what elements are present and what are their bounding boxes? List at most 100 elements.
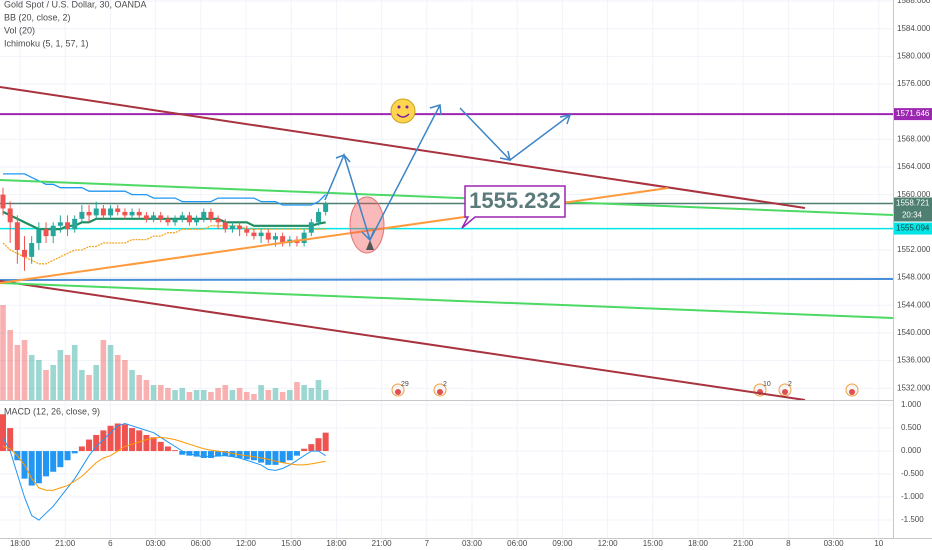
y-tick-label: 1560.000 bbox=[897, 190, 931, 199]
macd-histogram-bar bbox=[322, 432, 329, 452]
arrow-marker bbox=[366, 240, 374, 250]
candle-body bbox=[22, 249, 28, 257]
y-tick-label: 0.500 bbox=[901, 423, 922, 432]
price-axis bbox=[893, 0, 932, 550]
x-tick-label: 21:00 bbox=[372, 539, 393, 548]
candle-body bbox=[251, 232, 257, 237]
macd-histogram-bar bbox=[107, 425, 114, 452]
volume-bar bbox=[57, 350, 64, 400]
x-tick-label: 18:00 bbox=[10, 539, 31, 548]
candle-body bbox=[272, 236, 278, 240]
smiley-eye bbox=[397, 105, 401, 109]
volume-bar bbox=[122, 360, 128, 400]
y-tick-label: -0.500 bbox=[901, 469, 924, 478]
candle-body bbox=[222, 222, 228, 230]
volume-bar bbox=[251, 394, 257, 400]
macd-histogram-bar bbox=[57, 451, 64, 468]
price-label: 1571.646 bbox=[896, 109, 930, 118]
macd-histogram-bar bbox=[164, 446, 171, 452]
y-tick-label: 1.000 bbox=[901, 400, 922, 409]
volume-bar bbox=[301, 385, 307, 400]
candle-body bbox=[301, 232, 307, 244]
macd-histogram-bar bbox=[78, 446, 85, 452]
volume-bar bbox=[215, 388, 221, 400]
candle-body bbox=[0, 194, 6, 209]
bb-basis bbox=[2, 210, 326, 231]
highlight-ellipse bbox=[349, 196, 385, 254]
candle-body bbox=[215, 218, 221, 223]
candle-body bbox=[7, 208, 13, 223]
price-label-bg bbox=[894, 222, 932, 235]
price-label: 1558.721 bbox=[896, 199, 930, 208]
x-tick-label: 21:00 bbox=[733, 539, 754, 548]
y-tick-label: -1.500 bbox=[901, 515, 924, 524]
macd-histogram-bar bbox=[179, 451, 186, 455]
candle-body bbox=[65, 222, 71, 230]
volume-bar bbox=[28, 355, 35, 400]
indicator-label: BB (20, close, 2) bbox=[4, 12, 71, 22]
x-tick-label: 03:00 bbox=[824, 539, 845, 548]
smiley-eye bbox=[405, 105, 409, 109]
event-count: 29 bbox=[401, 381, 409, 388]
volume-bar bbox=[193, 390, 200, 400]
x-tick-label: 6 bbox=[108, 539, 113, 548]
macd-histogram-bar bbox=[64, 451, 71, 461]
macd-histogram-bar bbox=[35, 451, 42, 484]
volume-bar bbox=[186, 392, 193, 400]
macd-histogram-bar bbox=[43, 451, 50, 477]
volume-bar bbox=[322, 390, 329, 400]
candle-body bbox=[179, 215, 185, 219]
volume-bar bbox=[308, 388, 315, 400]
volume-bar bbox=[136, 375, 143, 400]
volume-bar bbox=[243, 392, 250, 400]
candle-body bbox=[237, 225, 243, 230]
x-tick-label: 09:00 bbox=[552, 539, 573, 548]
volume-bar bbox=[114, 355, 121, 400]
macd-histogram-bar bbox=[293, 451, 300, 456]
time-axis bbox=[0, 538, 932, 550]
trend-line bbox=[0, 86, 806, 209]
trend-line bbox=[0, 282, 894, 319]
candle-body bbox=[72, 218, 78, 230]
y-tick-label: 1548.000 bbox=[897, 273, 931, 282]
volume-bar bbox=[64, 355, 71, 400]
macd-histogram-bar bbox=[157, 441, 164, 452]
candle-body bbox=[36, 229, 42, 244]
event-icon-flag bbox=[849, 389, 855, 395]
candle-body bbox=[115, 208, 121, 212]
event-count: 2 bbox=[443, 381, 447, 388]
smiley-icon bbox=[390, 98, 416, 124]
macd-histogram-bar bbox=[100, 430, 107, 452]
macd-histogram-bar bbox=[315, 438, 322, 452]
candle-body bbox=[315, 211, 321, 223]
macd-histogram-bar bbox=[114, 423, 121, 452]
volume-bar bbox=[157, 385, 164, 400]
macd-histogram-bar bbox=[286, 451, 293, 461]
x-tick-label: 03:00 bbox=[462, 539, 483, 548]
volume-bar bbox=[200, 390, 207, 400]
volume-bar bbox=[265, 390, 272, 400]
volume-bar bbox=[14, 345, 21, 400]
event-icon-flag bbox=[782, 389, 788, 395]
volume-bar bbox=[0, 305, 6, 400]
candle-body bbox=[165, 218, 171, 223]
x-tick-label: 8 bbox=[786, 539, 791, 548]
symbol-title: Gold Spot / U.S. Dollar, 30, OANDA bbox=[4, 0, 147, 9]
candle-body bbox=[93, 208, 99, 216]
macd-histogram-bar bbox=[265, 451, 272, 465]
event-icon-flag bbox=[437, 389, 443, 395]
candle-body bbox=[143, 215, 149, 219]
x-tick-label: 06:00 bbox=[507, 539, 528, 548]
candle-body bbox=[194, 218, 200, 223]
volume-bar bbox=[107, 345, 114, 400]
macd-histogram-bar bbox=[193, 451, 200, 457]
x-tick-label: 06:00 bbox=[191, 539, 212, 548]
volume-bar bbox=[208, 392, 214, 400]
candle-body bbox=[151, 215, 157, 219]
candle-body bbox=[29, 243, 35, 257]
price-label-bg bbox=[894, 197, 932, 210]
volume-bar bbox=[100, 340, 107, 400]
volume-bar bbox=[315, 380, 322, 400]
x-tick-label: 03:00 bbox=[146, 539, 167, 548]
candle-body bbox=[50, 225, 56, 237]
